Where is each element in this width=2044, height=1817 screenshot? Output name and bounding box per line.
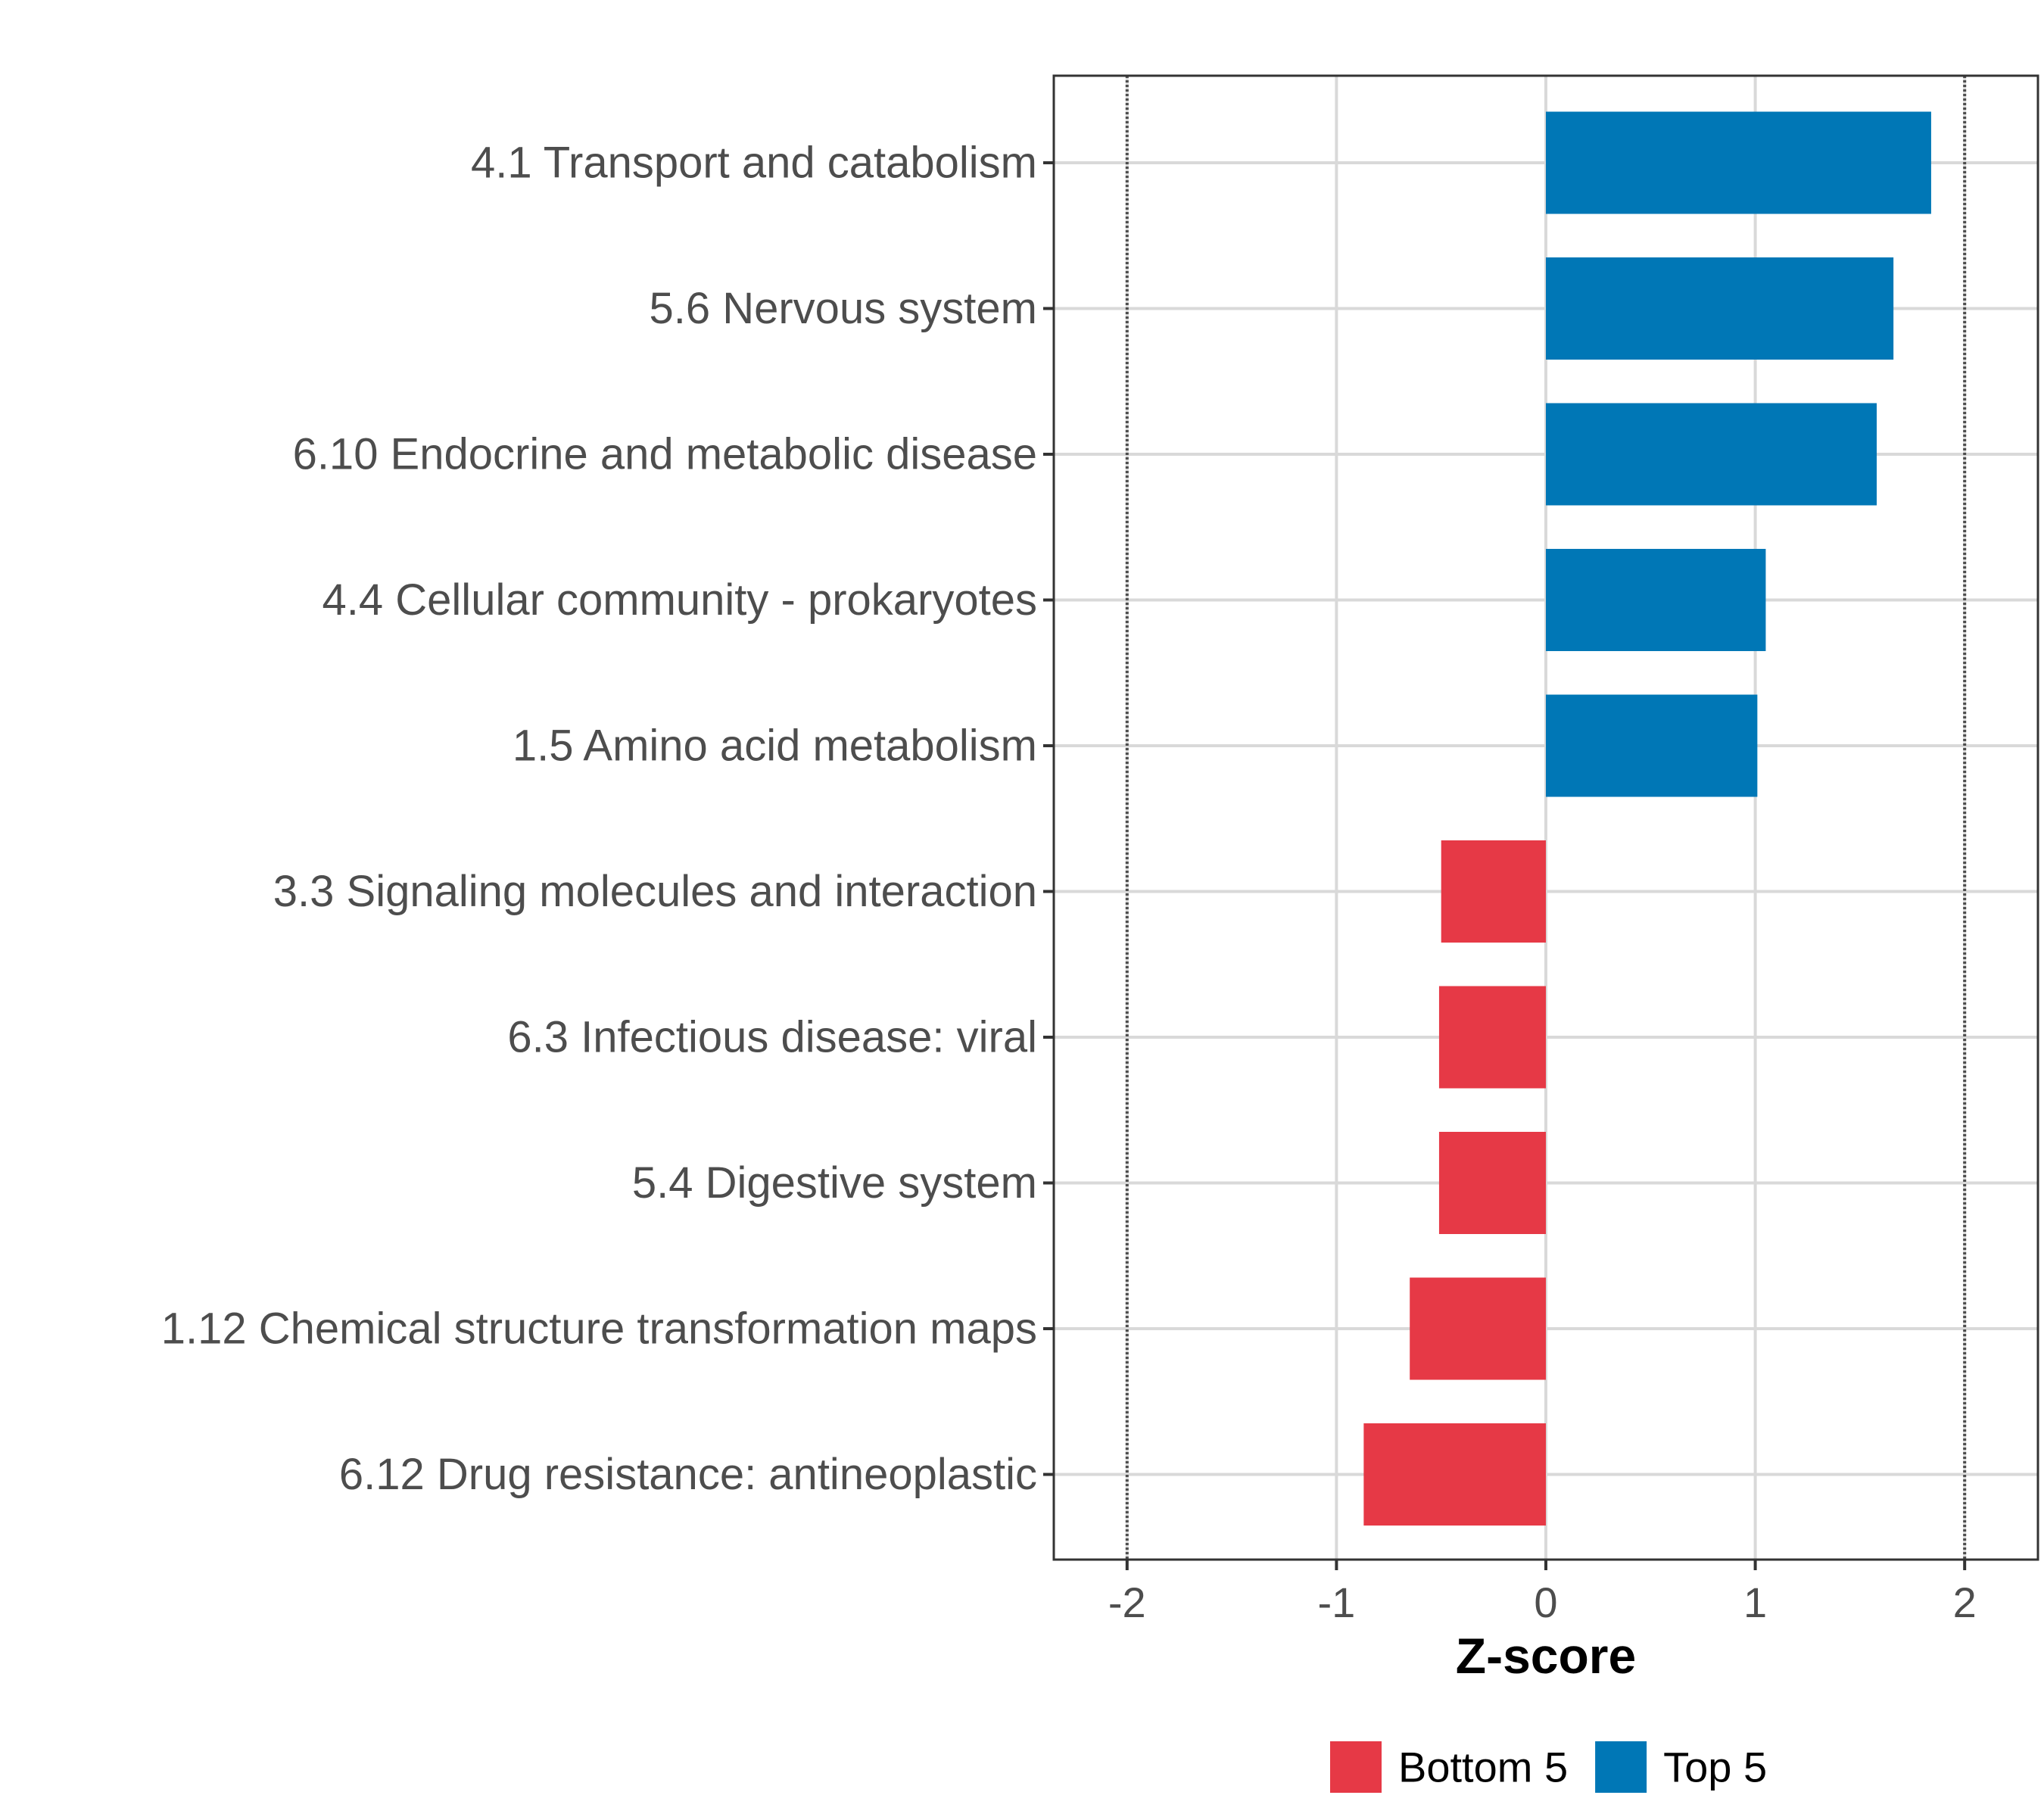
bar-7 — [1438, 1132, 1546, 1234]
category-label-4: 1.5 Amino acid metabolism — [513, 722, 1037, 771]
x-axis: -2 -1 0 1 2 — [1108, 1560, 1977, 1626]
legend-swatch-0 — [1330, 1741, 1382, 1793]
bar-8 — [1410, 1277, 1546, 1380]
legend-label-0: Bottom 5 — [1398, 1744, 1568, 1791]
y-axis: 4.1 Transport and catabolism 5.6 Nervous … — [161, 139, 1054, 1499]
x-tick-label-1: -1 — [1318, 1579, 1356, 1626]
bar-6 — [1438, 986, 1546, 1089]
x-tick-label-3: 1 — [1743, 1579, 1767, 1626]
category-label-8: 1.12 Chemical structure transformation m… — [161, 1304, 1037, 1354]
bar-0 — [1546, 111, 1931, 214]
x-axis-title: Z-score — [1456, 1628, 1636, 1684]
category-label-7: 5.4 Digestive system — [632, 1158, 1037, 1208]
x-tick-label-2: 0 — [1534, 1579, 1557, 1626]
bar-9 — [1363, 1423, 1546, 1526]
category-label-0: 4.1 Transport and catabolism — [471, 139, 1037, 188]
category-label-9: 6.12 Drug resistance: antineoplastic — [339, 1450, 1037, 1499]
x-tick-label-4: 2 — [1953, 1579, 1977, 1626]
bar-4 — [1546, 694, 1758, 797]
legend-swatch-1 — [1595, 1741, 1647, 1793]
x-tick-label-0: -2 — [1108, 1579, 1146, 1626]
bar-5 — [1441, 840, 1546, 943]
legend-label-1: Top 5 — [1663, 1744, 1767, 1791]
bar-3 — [1546, 549, 1766, 651]
bar-1 — [1546, 257, 1894, 360]
category-label-5: 3.3 Signaling molecules and interaction — [273, 867, 1037, 916]
reference-lines — [1125, 76, 1967, 1560]
category-label-6: 6.3 Infectious disease: viral — [507, 1013, 1037, 1062]
category-label-2: 6.10 Endocrine and metabolic disease — [293, 430, 1037, 479]
legend: Bottom 5 Top 5 — [1330, 1741, 1767, 1793]
category-label-3: 4.4 Cellular community - prokaryotes — [322, 575, 1037, 625]
bars-layer — [1363, 111, 1931, 1526]
category-label-1: 5.6 Nervous system — [649, 284, 1037, 333]
bar-2 — [1546, 403, 1877, 506]
